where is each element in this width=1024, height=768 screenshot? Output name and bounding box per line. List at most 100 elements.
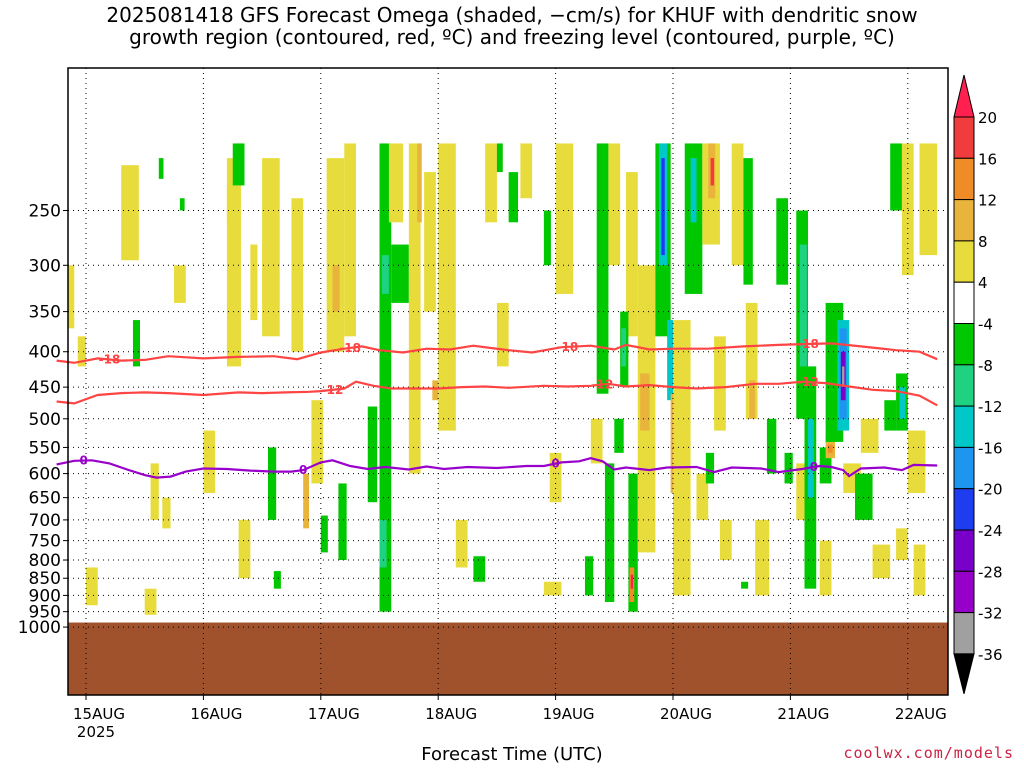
omega-cell (919, 143, 938, 256)
omega-cell (311, 400, 324, 484)
colorbar-box (953, 116, 975, 159)
y-tick-label: 950 (29, 603, 61, 623)
x-tick-label: 20AUG (660, 705, 712, 723)
omega-cell (896, 528, 908, 561)
colorbar-tick-label: -24 (978, 522, 1003, 540)
omega-cell (424, 172, 436, 312)
contour-label: -18 (797, 337, 819, 351)
omega-cell (303, 473, 310, 529)
y-tick-label: 300 (29, 256, 61, 276)
y-tick-label: 1000 (18, 618, 61, 638)
omega-cell (508, 172, 519, 223)
omega-cell (158, 158, 164, 179)
omega-cell (714, 336, 726, 431)
y-tick-label: 350 (29, 303, 61, 323)
omega-cell (543, 581, 562, 596)
omega-cell (667, 320, 673, 401)
omega-cell (496, 143, 503, 173)
omega-cell (661, 158, 665, 256)
omega-cell (226, 185, 241, 367)
omega-cell (890, 143, 902, 211)
omega-cell (262, 158, 280, 337)
omega-cell (596, 143, 609, 394)
omega-cell (628, 473, 638, 612)
omega-cell (743, 158, 753, 285)
omega-cell (332, 265, 340, 312)
y-tick-label: 550 (29, 438, 61, 458)
omega-cell (884, 400, 897, 431)
omega-cell (267, 447, 277, 520)
omega-cell (808, 418, 814, 498)
y-tick-label: 850 (29, 569, 61, 589)
omega-cell (590, 418, 603, 464)
omega-cell (621, 328, 627, 367)
colorbar-box (953, 199, 975, 242)
contour-label: -12 (797, 375, 819, 389)
y-tick-label: 650 (29, 489, 61, 509)
colorbar-tick-label: -4 (978, 316, 993, 334)
omega-cell (549, 452, 562, 503)
colorbar-box (953, 405, 975, 448)
contour-label: -18 (339, 341, 361, 355)
contour-label: 0 (299, 463, 307, 477)
omega-cell (77, 336, 86, 367)
contour-label: -12 (322, 383, 344, 397)
omega-cell (741, 581, 749, 589)
omega-cell (872, 544, 891, 579)
omega-cell (608, 143, 621, 266)
colorbar-box (953, 281, 975, 325)
colorbar-bottom-arrow (953, 653, 975, 695)
omega-cell (485, 143, 497, 223)
omega-cell (496, 302, 509, 367)
omega-cell (179, 198, 185, 211)
colorbar-tick-label: -32 (978, 605, 1003, 623)
omega-cell (555, 143, 574, 294)
omega-cell (584, 556, 594, 596)
omega-cell (626, 172, 638, 337)
y-tick-label: 700 (29, 511, 61, 531)
omega-cell (344, 143, 357, 337)
colorbar-tick-label: 4 (978, 274, 988, 292)
x-tick-sublabel: 2025 (77, 723, 115, 741)
omega-cell (326, 158, 345, 352)
omega-cell (614, 418, 624, 453)
colorbar-tick-label: 8 (978, 233, 988, 251)
omega-cell (388, 143, 403, 223)
colorbar-box (953, 612, 975, 655)
omega-cell (68, 265, 75, 329)
omega-cell (232, 143, 245, 186)
contour-label: -18 (556, 340, 578, 354)
x-tick-label: 17AUG (308, 705, 360, 723)
omega-cell (86, 567, 98, 606)
omega-cell (438, 143, 456, 431)
omega-cell (899, 387, 906, 419)
omega-cell (901, 143, 914, 276)
colorbar-tick-label: 20 (978, 109, 997, 127)
omega-cell (338, 483, 347, 561)
omega-cell (907, 430, 926, 493)
omega-cell (731, 143, 744, 266)
omega-cell (776, 198, 789, 285)
omega-cell (121, 165, 139, 261)
omega-cell (796, 463, 805, 520)
y-axis: 2503003504004505005506006507007508008509… (18, 201, 68, 638)
contour-label: 0 (810, 460, 818, 474)
y-tick-label: 600 (29, 465, 61, 485)
y-tick-label: 250 (29, 201, 61, 221)
dgz-line (56, 380, 938, 407)
colorbar-tick-label: -16 (978, 439, 1003, 457)
y-tick-label: 500 (29, 410, 61, 430)
omega-cell (819, 540, 832, 596)
omega-cell (710, 158, 715, 186)
y-tick-label: 900 (29, 586, 61, 606)
omega-cell (379, 519, 387, 568)
colorbar-box (953, 323, 975, 366)
omega-cell (842, 366, 845, 388)
omega-cell (766, 418, 777, 474)
omega-cell (162, 497, 171, 529)
x-tick-label: 18AUG (425, 705, 477, 723)
freezing-level-line (56, 457, 938, 479)
omega-cell (673, 320, 691, 596)
x-tick-label: 15AUG (73, 705, 125, 723)
